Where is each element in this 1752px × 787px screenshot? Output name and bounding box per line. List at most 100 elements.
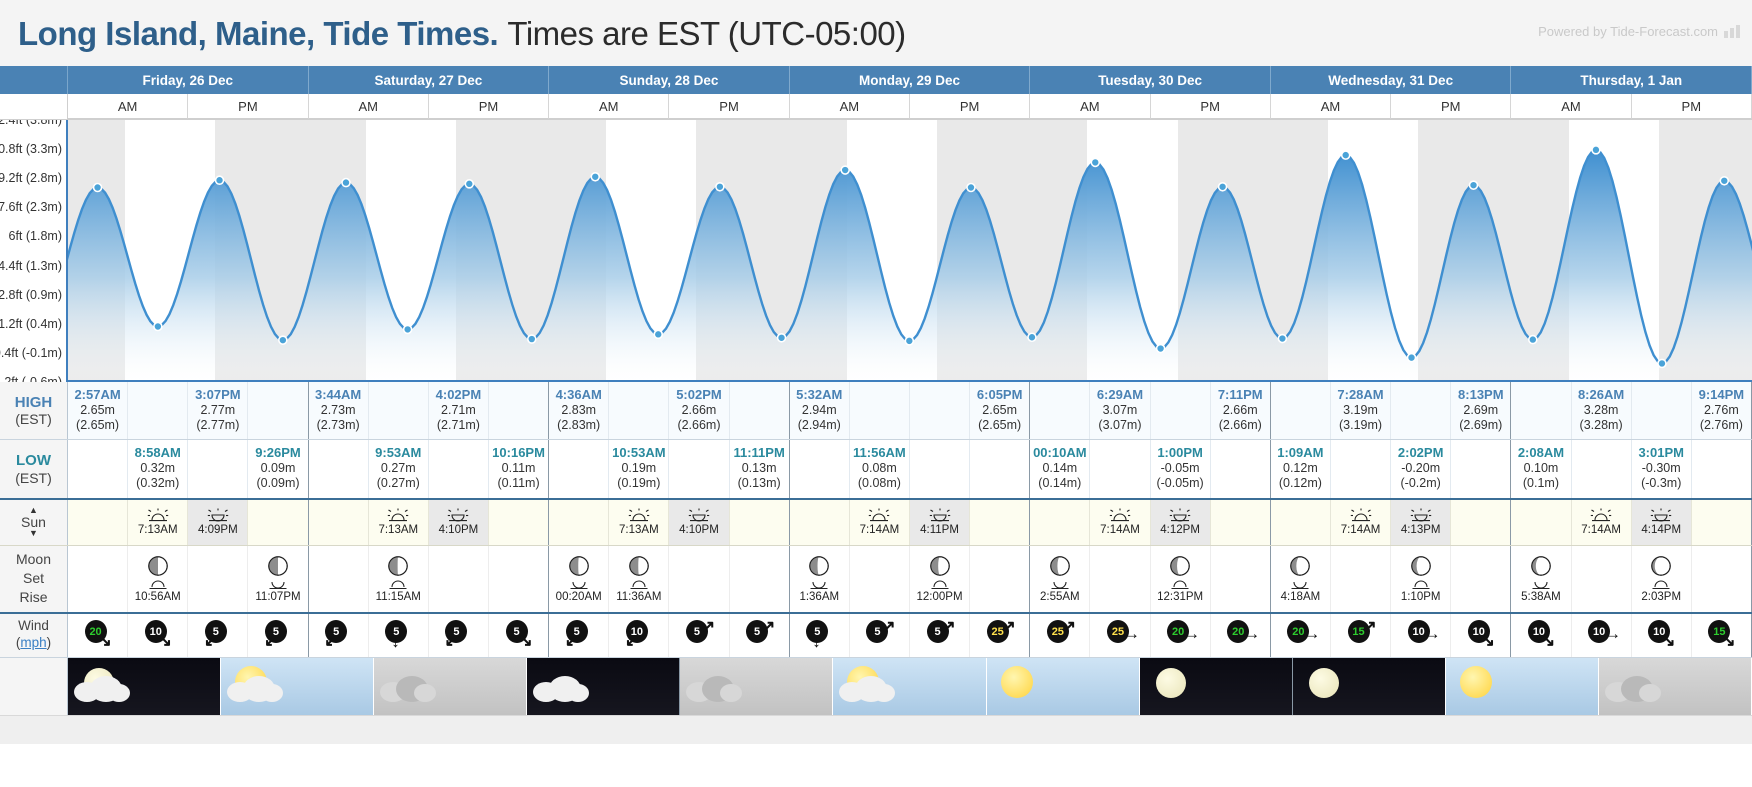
low-tide-marker	[904, 336, 915, 346]
day-header-cell: Friday, 26 Dec	[68, 66, 309, 94]
sun-cell	[309, 499, 369, 545]
pm-header-cell: PM	[669, 94, 790, 119]
chart-y-axis: 12.4ft (3.8m) 10.8ft (3.3m) 9.2ft (2.8m) 7.…	[0, 120, 68, 382]
sun-cell: 7:14AM	[1331, 499, 1392, 545]
low-tide-time: 11:11PM	[733, 445, 785, 461]
wind-direction-arrow: ↘	[1661, 631, 1676, 651]
page-title-timezone: Times are EST (UTC-05:00)	[507, 14, 906, 52]
high-tide-cell: 3:44AM 2.73m (2.73m)	[309, 382, 369, 440]
wind-cell: 5 ↙	[248, 613, 309, 657]
sunset-time: 4:12PM	[1160, 524, 1200, 537]
wind-cell: 15 ↘	[1692, 613, 1752, 657]
moon-cell	[1692, 545, 1752, 612]
wind-speed-value: 10	[625, 620, 648, 644]
day-header-cell: Monday, 29 Dec	[790, 66, 1031, 94]
moonrise-icon	[1532, 581, 1550, 589]
moon-cell	[68, 545, 129, 612]
high-tide-height: 3.19m	[1343, 402, 1378, 417]
sunset-time: 4:14PM	[1641, 524, 1682, 537]
high-tide-cell	[1030, 382, 1091, 440]
low-tide-row-label: LOW (EST)	[0, 440, 68, 498]
ampm-header-row: AM PM AM PM AM PM AM PM AM PM AM PM AM PM	[0, 94, 1752, 120]
moon-row-label: Moon Set Rise	[0, 545, 68, 612]
wind-cell: 10 →	[1391, 613, 1452, 657]
high-tide-marker	[1340, 150, 1351, 160]
wind-arrow-icon: 15 ↘	[1704, 618, 1738, 652]
low-tide-height: 0.27m	[380, 461, 416, 476]
wind-arrow-icon: 10 ↘	[1464, 618, 1498, 652]
moonrise-icon	[1291, 581, 1309, 589]
wind-speed-value: 10	[1407, 620, 1430, 644]
high-tide-height-alt: (3.07m)	[1098, 418, 1142, 433]
day-header-cell: Tuesday, 30 Dec	[1030, 66, 1271, 94]
moon-cell: 1:10PM	[1391, 545, 1452, 612]
sunset-icon	[207, 508, 229, 522]
low-tide-marker	[1277, 333, 1288, 344]
high-tide-cell	[248, 382, 309, 440]
wind-arrow-icon: 5 ↙	[441, 618, 475, 652]
high-tide-row: HIGH (EST) 2:57AM 2.65m (2.65m) 3:07PM 2.77m…	[0, 382, 1752, 441]
high-tide-cell	[489, 382, 550, 440]
wind-cell: 5 ↓	[369, 613, 429, 657]
wind-speed-value: 5	[926, 620, 949, 644]
high-tide-height-alt: (2.69m)	[1459, 418, 1503, 433]
high-tide-cell	[730, 382, 790, 440]
tide-area-fill	[68, 149, 1752, 380]
moon-cell	[970, 545, 1031, 612]
low-tide-cell	[970, 440, 1031, 498]
moon-cell	[309, 545, 369, 612]
high-tide-cell: 8:26AM 3.28m (3.28m)	[1572, 382, 1632, 440]
wind-arrow-icon: 5 ↙	[321, 618, 355, 652]
weather-cell	[374, 657, 528, 715]
low-label: LOW	[16, 452, 51, 470]
y-axis-tick-label: 4.4ft (1.3m)	[0, 258, 62, 273]
sunset-icon	[448, 508, 469, 522]
high-tide-height: 2.66m	[681, 402, 717, 417]
wind-cell: 20 →	[1211, 613, 1271, 657]
moon-cell	[188, 545, 249, 612]
moonset-time: 11:36AM	[616, 590, 662, 603]
low-tide-cell	[68, 440, 129, 498]
high-tide-height-alt: (2.83m)	[557, 418, 601, 433]
wind-arrow-icon: 10 →	[1404, 618, 1441, 652]
cloud-icon	[1638, 683, 1661, 702]
sunset-time: 4:09PM	[198, 524, 238, 537]
page-title: Long Island, Maine, Tide Times. Times ar…	[18, 17, 906, 50]
low-tide-height: 0.12m	[1283, 461, 1318, 476]
sunrise-icon	[1109, 508, 1131, 522]
sunset-time: 4:11PM	[920, 524, 959, 537]
sunrise-time: 7:14AM	[1340, 524, 1381, 537]
sun-cell: 7:13AM	[369, 499, 429, 545]
wind-unit-link[interactable]: mph	[20, 635, 47, 651]
moonset-time: 12:00PM	[916, 590, 963, 603]
wind-direction-arrow: ↗	[881, 617, 896, 637]
sun-label: Sun	[21, 514, 46, 531]
high-tide-cell	[1632, 382, 1692, 440]
pm-header-cell: PM	[1150, 94, 1271, 119]
sunrise-time: 7:14AM	[1581, 524, 1621, 537]
moonset-time: 11:15AM	[375, 590, 421, 603]
tide-forecast-page: Long Island, Maine, Tide Times. Times ar…	[0, 0, 1752, 744]
sun-cell: 7:13AM	[128, 499, 189, 545]
low-tide-cell: 1:09AM 0.12m (0.12m)	[1271, 440, 1331, 498]
sunset-time: 4:13PM	[1400, 524, 1441, 537]
triangle-up-icon: ▲	[29, 505, 38, 516]
cloud-icon	[108, 683, 130, 702]
wind-direction-arrow: ↙	[444, 631, 459, 651]
sun-row-label: ▲ Sun ▼	[0, 499, 68, 545]
moonset-time: 12:31PM	[1157, 590, 1204, 603]
wind-direction-arrow: ↙	[324, 631, 339, 651]
am-header-cell: AM	[68, 94, 189, 119]
wind-arrow-icon: 5 ↘	[502, 618, 536, 652]
high-tide-height-alt: (2.77m)	[196, 418, 240, 433]
high-tide-time: 6:29AM	[1096, 387, 1144, 402]
high-tide-height: 2.71m	[441, 402, 476, 417]
wind-direction-arrow: →	[1604, 624, 1622, 644]
wind-arrow-icon: 25 →	[1103, 618, 1140, 652]
high-tide-marker	[92, 182, 103, 193]
wind-direction-arrow: ↙	[263, 631, 279, 651]
moon-label: Moon	[15, 551, 52, 568]
high-tide-height-alt: (2.65m)	[76, 418, 120, 433]
high-tide-cell: 7:28AM 3.19m (3.19m)	[1331, 382, 1392, 440]
high-tide-marker	[1090, 157, 1101, 168]
